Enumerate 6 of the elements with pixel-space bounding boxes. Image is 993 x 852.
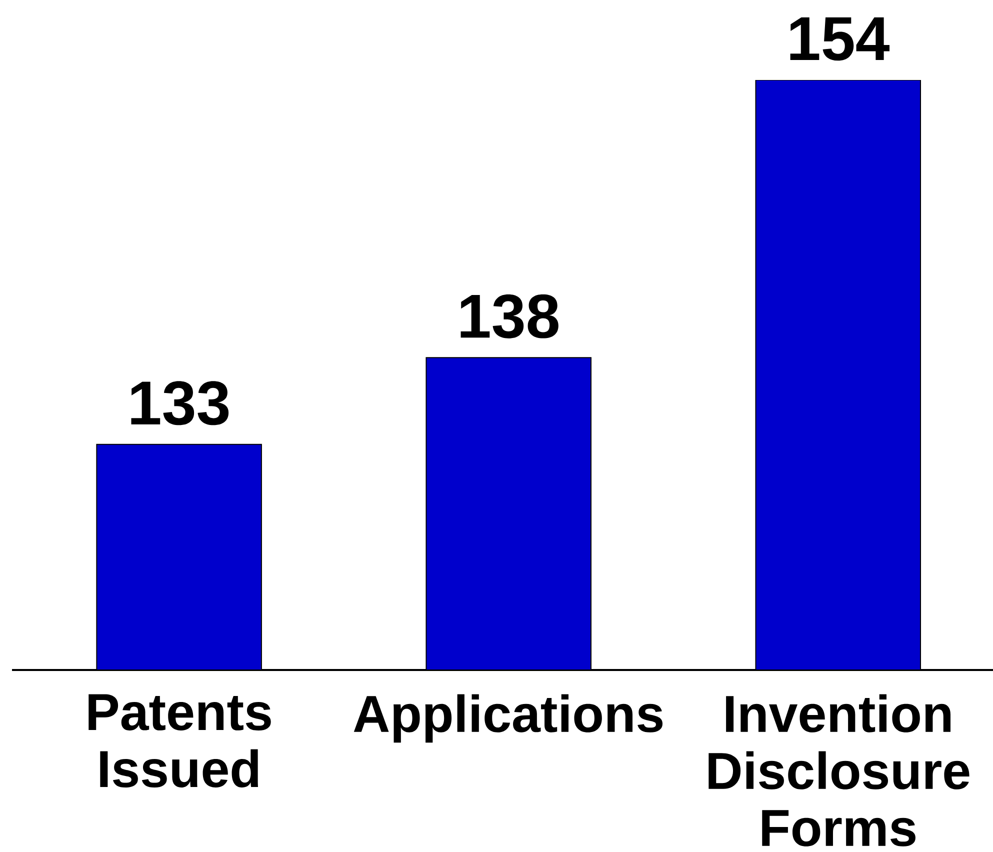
- data-label: 138: [460, 294, 558, 338]
- data-label: 154: [790, 17, 890, 61]
- x-tick-label: Applications: [354, 694, 663, 743]
- x-tick-label: Patents Issued: [88, 694, 271, 788]
- data-label: 133: [131, 381, 229, 426]
- x-tick-label: Invention Disclosure Forms: [708, 694, 970, 846]
